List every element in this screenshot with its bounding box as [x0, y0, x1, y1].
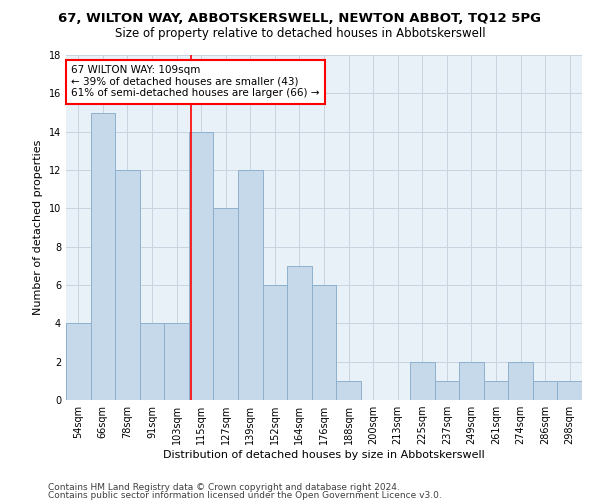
- Bar: [434, 381, 459, 400]
- Bar: [459, 362, 484, 400]
- Bar: [410, 362, 434, 400]
- Bar: [508, 362, 533, 400]
- Bar: [164, 324, 189, 400]
- Bar: [238, 170, 263, 400]
- Bar: [66, 324, 91, 400]
- Text: Size of property relative to detached houses in Abbotskerswell: Size of property relative to detached ho…: [115, 28, 485, 40]
- Text: 67, WILTON WAY, ABBOTSKERSWELL, NEWTON ABBOT, TQ12 5PG: 67, WILTON WAY, ABBOTSKERSWELL, NEWTON A…: [59, 12, 542, 26]
- Bar: [557, 381, 582, 400]
- Bar: [312, 285, 336, 400]
- Bar: [533, 381, 557, 400]
- Text: Contains HM Land Registry data © Crown copyright and database right 2024.: Contains HM Land Registry data © Crown c…: [48, 484, 400, 492]
- Y-axis label: Number of detached properties: Number of detached properties: [33, 140, 43, 315]
- Bar: [214, 208, 238, 400]
- Bar: [189, 132, 214, 400]
- Text: Contains public sector information licensed under the Open Government Licence v3: Contains public sector information licen…: [48, 490, 442, 500]
- X-axis label: Distribution of detached houses by size in Abbotskerswell: Distribution of detached houses by size …: [163, 450, 485, 460]
- Bar: [336, 381, 361, 400]
- Bar: [263, 285, 287, 400]
- Bar: [140, 324, 164, 400]
- Text: 67 WILTON WAY: 109sqm
← 39% of detached houses are smaller (43)
61% of semi-deta: 67 WILTON WAY: 109sqm ← 39% of detached …: [71, 65, 319, 98]
- Bar: [115, 170, 140, 400]
- Bar: [484, 381, 508, 400]
- Bar: [91, 112, 115, 400]
- Bar: [287, 266, 312, 400]
